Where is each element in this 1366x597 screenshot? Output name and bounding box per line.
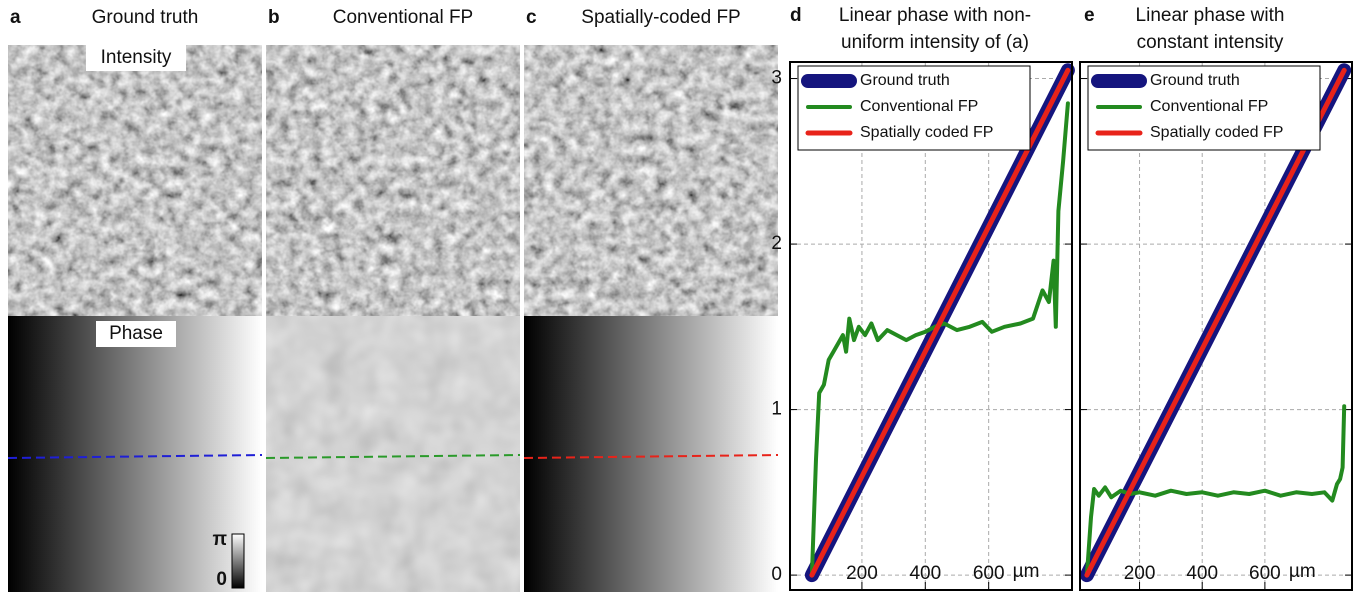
chart-title: Linear phase with <box>1136 5 1285 26</box>
x-unit: µm <box>1289 561 1316 582</box>
y-tick-label: 3 <box>771 68 782 89</box>
panel-title: Spatially-coded FP <box>581 7 740 28</box>
x-tick-label: 600 <box>973 563 1005 584</box>
legend-label: Conventional FP <box>860 98 978 115</box>
colorbar-min: 0 <box>216 569 227 590</box>
legend-label: Conventional FP <box>1150 98 1268 115</box>
panel-title: Conventional FP <box>333 7 473 28</box>
plot-frame <box>789 61 1073 591</box>
phase-image <box>8 316 262 592</box>
chart-title: constant intensity <box>1137 32 1284 53</box>
chart-title: Linear phase with non- <box>839 5 1031 26</box>
panel-label: d <box>790 5 802 26</box>
colorbar-max: π <box>212 529 227 550</box>
y-tick-label: 1 <box>771 399 782 420</box>
profile-line <box>7 454 263 459</box>
x-unit: µm <box>1013 561 1040 582</box>
legend-label: Ground truth <box>1150 72 1240 89</box>
legend-label: Spatially coded FP <box>1150 124 1283 141</box>
phase-label: Phase <box>109 323 163 344</box>
panel-label: b <box>268 7 280 28</box>
chart: d Linear phase with non-uniform intensity… <box>771 5 1075 591</box>
panel-label: e <box>1084 5 1095 26</box>
profile-line <box>265 454 521 459</box>
x-tick-label: 200 <box>846 563 878 584</box>
legend-label: Spatially coded FP <box>860 124 993 141</box>
y-tick-label: 2 <box>771 233 782 254</box>
intensity-image <box>266 45 520 316</box>
x-tick-label: 600 <box>1249 563 1281 584</box>
data-line <box>1084 404 1347 578</box>
data-line <box>1084 67 1347 578</box>
data-line <box>809 67 1071 578</box>
profile-line <box>523 454 779 459</box>
panel-label: c <box>526 7 537 28</box>
data-line <box>809 101 1070 578</box>
x-tick-label: 400 <box>909 563 941 584</box>
legend-label: Ground truth <box>860 72 950 89</box>
chart-title: uniform intensity of (a) <box>841 32 1029 53</box>
image-panels: a Ground truth Intensity Phase π 0 b Convention… <box>7 7 779 592</box>
panel-label: a <box>10 7 21 28</box>
y-tick-label: 0 <box>771 564 782 585</box>
label-box <box>86 45 186 71</box>
charts: d Linear phase with non-uniform intensity… <box>771 5 1353 591</box>
phase-image <box>266 316 520 592</box>
chart: e Linear phase with constant intensity 200 4… <box>1079 5 1353 591</box>
intensity-image <box>524 45 778 316</box>
phase-image <box>524 316 778 592</box>
intensity-label: Intensity <box>101 47 172 68</box>
x-tick-label: 400 <box>1186 563 1218 584</box>
plot-frame <box>1079 61 1353 591</box>
label-box <box>96 321 176 347</box>
intensity-image <box>8 45 262 316</box>
x-tick-label: 200 <box>1124 563 1156 584</box>
colorbar <box>231 533 245 589</box>
panel-title: Ground truth <box>92 7 199 28</box>
